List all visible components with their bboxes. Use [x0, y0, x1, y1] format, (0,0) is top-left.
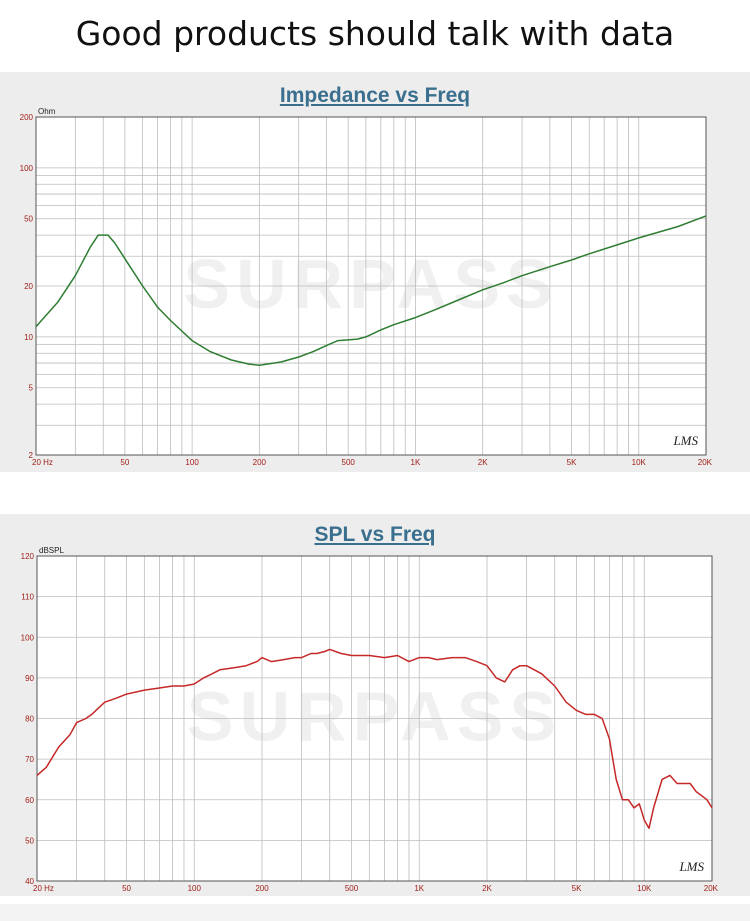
x-tick-label: 100: [185, 458, 199, 467]
x-tick-label: 1K: [411, 458, 421, 467]
x-tick-label: 200: [253, 458, 267, 467]
x-tick-label: 10K: [637, 884, 652, 893]
x-tick-label: 20 Hz: [32, 458, 53, 467]
y-tick-label: 80: [25, 715, 34, 724]
y-tick-label: 200: [20, 113, 34, 122]
y-tick-label: 40: [25, 877, 34, 886]
series-line: [36, 648, 713, 829]
y-tick-label: 100: [21, 633, 35, 642]
watermark-text: SURPASS: [187, 678, 562, 756]
x-tick-label: 50: [120, 458, 129, 467]
y-tick-label: 70: [25, 755, 34, 764]
plot-border: [36, 555, 713, 882]
y-tick-label: 20: [24, 282, 33, 291]
y-tick-label: 2: [29, 451, 34, 460]
x-tick-label: 100: [188, 884, 202, 893]
lms-mark: LMS: [672, 433, 698, 448]
x-tick-label: 20K: [704, 884, 719, 893]
x-tick-label: 500: [342, 458, 356, 467]
x-tick-label: 200: [255, 884, 269, 893]
y-tick-label: 60: [25, 796, 34, 805]
x-tick-label: 1K: [414, 884, 424, 893]
y-tick-label: 90: [25, 674, 34, 683]
lms-mark: LMS: [678, 859, 704, 874]
x-tick-label: 20K: [698, 458, 713, 467]
impedance-chart: SURPASS 20 Hz 50 100 200 500 1K 2K 5K 10K 20K 2 5 10 2…: [20, 107, 713, 467]
y-tick-label: 10: [24, 333, 33, 342]
x-tick-label: 2K: [482, 884, 492, 893]
y-tick-label: 110: [21, 593, 34, 602]
x-tick-label: 10K: [632, 458, 647, 467]
spl-chart: SURPASS 20 Hz 50 100 200 500 1K 2K 5K 10K 20K 40 50 6…: [21, 546, 719, 893]
y-tick-label: 50: [25, 836, 34, 845]
impedance-chart-panel: Impedance vs Freq SURPASS 20 Hz 50 100 200 50…: [0, 72, 750, 472]
y-tick-label: 5: [29, 384, 34, 393]
y-axis-unit-label: Ohm: [38, 107, 56, 116]
x-tick-label: 5K: [567, 458, 577, 467]
y-tick-label: 50: [24, 215, 33, 224]
x-tick-label: 2K: [478, 458, 488, 467]
plot-border: [35, 116, 707, 456]
x-tick-label: 5K: [572, 884, 582, 893]
bottom-strip: [0, 904, 750, 921]
headline: Good products should talk with data: [75, 14, 675, 53]
x-tick-label: 50: [122, 884, 131, 893]
y-axis-unit-label: dBSPL: [39, 546, 64, 555]
y-tick-label: 100: [20, 164, 34, 173]
x-tick-label: 20 Hz: [33, 884, 54, 893]
series-line: [35, 215, 707, 366]
watermark-text: SURPASS: [183, 245, 558, 323]
y-tick-label: 120: [21, 552, 35, 561]
spl-chart-panel: SPL vs Freq SURPASS 20 Hz 50 100 200 500 1K 2K 5…: [0, 514, 750, 896]
chart-title: Impedance vs Freq: [279, 84, 471, 107]
x-tick-label: 500: [345, 884, 359, 893]
chart-title: SPL vs Freq: [314, 523, 436, 546]
